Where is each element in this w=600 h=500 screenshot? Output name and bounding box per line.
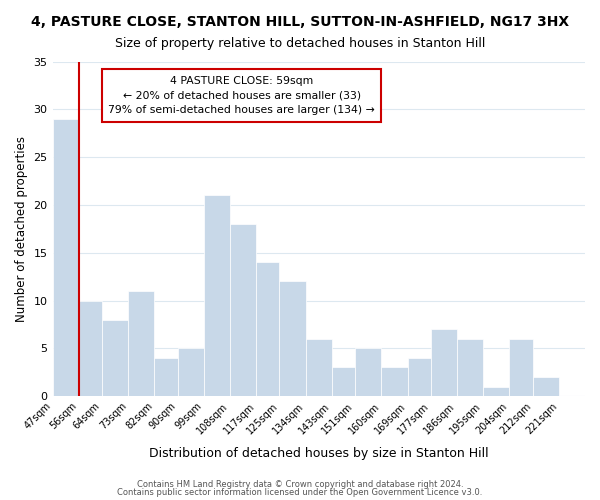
Bar — [79, 300, 102, 396]
Bar — [128, 291, 154, 396]
Bar — [355, 348, 382, 396]
Bar — [280, 282, 305, 396]
Y-axis label: Number of detached properties: Number of detached properties — [15, 136, 28, 322]
X-axis label: Distribution of detached houses by size in Stanton Hill: Distribution of detached houses by size … — [149, 447, 488, 460]
Bar — [230, 224, 256, 396]
Bar — [154, 358, 178, 396]
Text: Contains public sector information licensed under the Open Government Licence v3: Contains public sector information licen… — [118, 488, 482, 497]
Bar — [533, 377, 559, 396]
Bar — [102, 320, 128, 396]
Bar — [382, 368, 407, 396]
Bar — [204, 196, 230, 396]
Bar — [431, 329, 457, 396]
Text: 4 PASTURE CLOSE: 59sqm
← 20% of detached houses are smaller (33)
79% of semi-det: 4 PASTURE CLOSE: 59sqm ← 20% of detached… — [108, 76, 375, 115]
Text: Size of property relative to detached houses in Stanton Hill: Size of property relative to detached ho… — [115, 38, 485, 51]
Bar — [509, 339, 533, 396]
Bar — [53, 119, 79, 396]
Bar — [483, 386, 509, 396]
Bar — [332, 368, 355, 396]
Bar — [457, 339, 483, 396]
Bar — [178, 348, 204, 396]
Bar — [407, 358, 431, 396]
Bar — [305, 339, 332, 396]
Text: 4, PASTURE CLOSE, STANTON HILL, SUTTON-IN-ASHFIELD, NG17 3HX: 4, PASTURE CLOSE, STANTON HILL, SUTTON-I… — [31, 15, 569, 29]
Text: Contains HM Land Registry data © Crown copyright and database right 2024.: Contains HM Land Registry data © Crown c… — [137, 480, 463, 489]
Bar — [256, 262, 280, 396]
